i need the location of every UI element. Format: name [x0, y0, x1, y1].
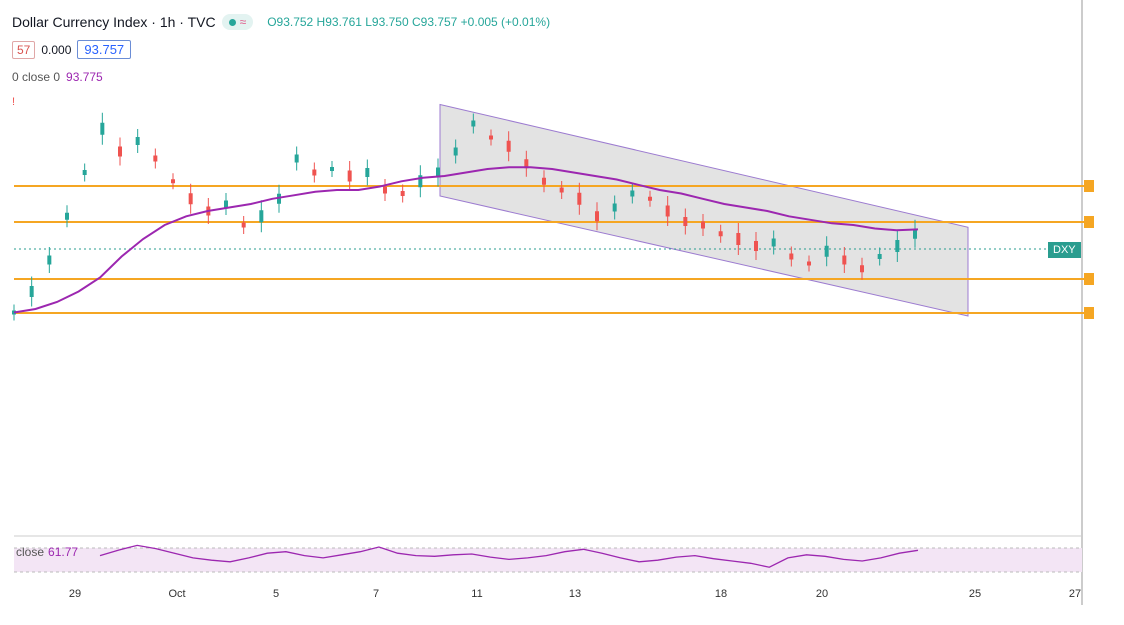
x-tick-label: 11 — [471, 588, 483, 600]
candle-body-3 — [65, 212, 69, 220]
candle-body-37 — [665, 205, 670, 217]
moving-average-line — [13, 166, 919, 314]
candle-body-19 — [347, 170, 352, 182]
candle-body-28 — [506, 140, 511, 152]
alert-icon[interactable]: ! — [12, 96, 16, 108]
candle-body-21 — [383, 186, 387, 194]
candle-body-8 — [153, 155, 158, 162]
candle-body-7 — [135, 137, 140, 145]
level-tag-0 — [1084, 180, 1094, 192]
candle-body-17 — [312, 169, 317, 176]
candle-body-50 — [895, 240, 900, 252]
ma-label: 0 close 0 — [12, 70, 61, 84]
candle-body-13 — [241, 222, 246, 228]
candle-body-44 — [789, 253, 794, 260]
symbol-price-badge: DXY — [1048, 242, 1081, 258]
candle-body-27 — [489, 135, 493, 140]
candle-body-12 — [224, 200, 228, 208]
rsi-band — [14, 548, 1082, 572]
candle-body-43 — [771, 238, 776, 247]
x-tick-label: 25 — [968, 588, 982, 600]
candle-body-26 — [471, 120, 476, 127]
candle-body-9 — [171, 179, 175, 184]
wave-icon: ≈ — [239, 15, 247, 29]
level-tag-2 — [1084, 273, 1094, 285]
candle-body-4 — [82, 170, 87, 175]
rsi-legend: close 61.77 — [16, 545, 78, 559]
candle-body-42 — [754, 241, 758, 251]
indicator-value-c: 93.757 — [77, 40, 132, 59]
candle-body-1 — [29, 286, 34, 297]
x-tick-label: 20 — [815, 588, 829, 600]
candle-body-15 — [277, 193, 281, 204]
ma-legend: 0 close 0 93.775 — [12, 70, 103, 84]
candle-body-25 — [453, 147, 458, 156]
x-tick-label: 27 — [1068, 588, 1082, 600]
candle-body-46 — [824, 245, 829, 257]
candle-body-40 — [718, 231, 723, 237]
x-tick-label: 29 — [68, 588, 82, 600]
candle-body-45 — [807, 261, 811, 266]
status-pill: ≈ — [221, 14, 254, 30]
candle-body-5 — [100, 122, 105, 135]
x-tick-label: 13 — [568, 588, 582, 600]
candle-body-20 — [365, 168, 370, 177]
candle-body-16 — [294, 154, 299, 163]
candle-body-34 — [612, 203, 617, 212]
candle-body-14 — [259, 210, 264, 223]
x-tick-label: 5 — [272, 588, 280, 600]
candle-body-30 — [542, 177, 546, 185]
rsi-value: 61.77 — [48, 545, 79, 559]
rsi-line — [99, 544, 919, 568]
indicator-row: 57 0.000 93.757 — [12, 40, 132, 59]
candle-body-35 — [630, 190, 635, 197]
candle-body-36 — [648, 196, 652, 201]
candle-body-24 — [436, 167, 440, 178]
candle-body-33 — [595, 211, 599, 222]
candle-body-31 — [559, 187, 564, 193]
candle-body-29 — [524, 159, 529, 169]
level-tag-3 — [1084, 307, 1094, 319]
market-status-icon — [228, 18, 236, 26]
candle-body-47 — [842, 255, 847, 265]
candle-body-2 — [47, 255, 52, 265]
candle-body-39 — [701, 221, 705, 229]
candle-body-23 — [418, 175, 423, 188]
indicator-value-a: 57 — [12, 40, 36, 59]
trend-channel — [439, 103, 969, 317]
symbol-legend: Dollar Currency Index · 1h · TVC ≈ O93.7… — [12, 14, 550, 30]
ma-value: 93.775 — [66, 70, 103, 84]
candle-body-22 — [400, 191, 405, 196]
x-tick-label: 18 — [714, 588, 728, 600]
x-tick-label: Oct — [168, 588, 186, 600]
candle-body-48 — [860, 265, 864, 273]
candle-body-38 — [683, 217, 688, 226]
rsi-label: close — [16, 545, 45, 559]
candle-body-6 — [118, 146, 122, 157]
candle-body-10 — [188, 193, 193, 205]
candle-body-51 — [913, 228, 917, 239]
candle-body-49 — [877, 254, 882, 259]
level-tag-1 — [1084, 216, 1094, 228]
candle-body-32 — [577, 192, 582, 205]
candle-body-41 — [736, 233, 741, 245]
x-tick-label: 7 — [372, 588, 380, 600]
indicator-value-b: 0.000 — [41, 42, 72, 57]
ohlc-values: O93.752 H93.761 L93.750 C93.757 +0.005 (… — [267, 15, 551, 29]
candle-body-18 — [330, 167, 334, 171]
symbol-title[interactable]: Dollar Currency Index · 1h · TVC — [12, 14, 216, 30]
